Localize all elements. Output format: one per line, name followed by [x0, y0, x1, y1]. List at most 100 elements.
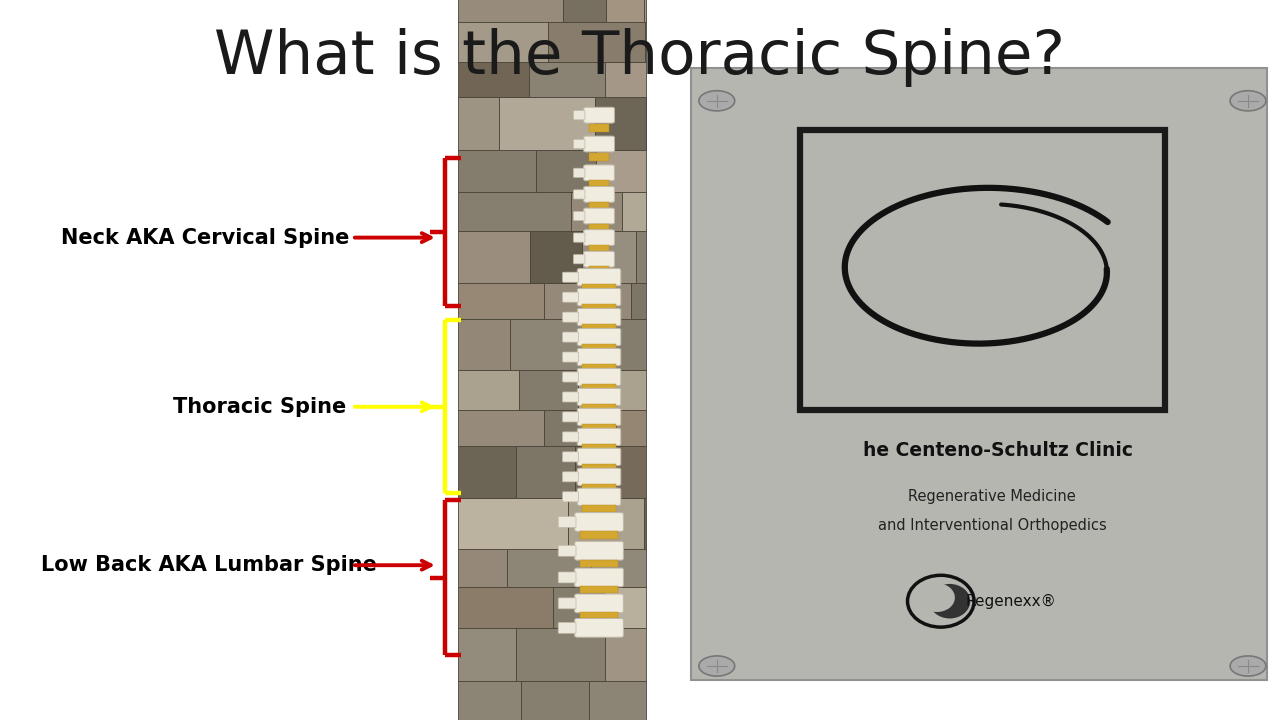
FancyBboxPatch shape: [558, 572, 576, 583]
Bar: [1239, 68, 1267, 680]
Bar: [589, 246, 609, 251]
Circle shape: [699, 91, 735, 111]
Bar: [800, 130, 1165, 410]
Text: Neck AKA Cervical Spine: Neck AKA Cervical Spine: [61, 228, 349, 248]
Bar: [1009, 68, 1037, 680]
Text: Low Back AKA Lumbar Spine: Low Back AKA Lumbar Spine: [41, 555, 376, 575]
FancyBboxPatch shape: [573, 111, 585, 120]
Bar: [575, 446, 646, 498]
Bar: [458, 370, 520, 410]
Bar: [548, 22, 645, 62]
FancyBboxPatch shape: [577, 449, 621, 466]
Bar: [582, 464, 616, 469]
Bar: [582, 364, 616, 370]
Bar: [691, 68, 719, 680]
Bar: [595, 150, 646, 192]
Bar: [582, 404, 616, 410]
Bar: [582, 505, 616, 513]
Bar: [979, 68, 1009, 680]
Bar: [458, 231, 530, 283]
Text: Regenexx®: Regenexx®: [966, 594, 1056, 608]
Text: Regenerative Medicine: Regenerative Medicine: [908, 490, 1076, 504]
Circle shape: [1230, 656, 1266, 676]
Bar: [458, 22, 548, 62]
Bar: [1210, 68, 1239, 680]
FancyBboxPatch shape: [584, 186, 614, 202]
Bar: [591, 549, 646, 588]
Bar: [516, 446, 575, 498]
Bar: [749, 68, 778, 680]
Bar: [582, 444, 616, 450]
FancyBboxPatch shape: [577, 348, 621, 366]
FancyBboxPatch shape: [563, 332, 579, 342]
FancyBboxPatch shape: [563, 372, 579, 382]
Bar: [499, 97, 595, 150]
Bar: [529, 62, 604, 97]
Text: What is the Thoracic Spine?: What is the Thoracic Spine?: [215, 28, 1065, 87]
FancyBboxPatch shape: [577, 408, 621, 426]
Bar: [582, 284, 616, 290]
Bar: [516, 628, 605, 681]
Bar: [605, 628, 646, 681]
Bar: [458, 192, 571, 231]
FancyBboxPatch shape: [584, 165, 614, 181]
Bar: [589, 125, 609, 132]
Bar: [580, 611, 618, 618]
Bar: [582, 424, 616, 430]
Bar: [530, 231, 581, 283]
Bar: [458, 628, 516, 681]
FancyBboxPatch shape: [573, 190, 585, 199]
Bar: [458, 446, 516, 498]
Bar: [580, 586, 618, 593]
Bar: [1094, 68, 1124, 680]
Bar: [691, 68, 1267, 680]
Bar: [1152, 68, 1180, 680]
Bar: [864, 68, 893, 680]
Bar: [458, 681, 521, 720]
Bar: [1181, 68, 1210, 680]
Bar: [511, 319, 607, 370]
Bar: [582, 325, 616, 330]
Bar: [644, 498, 646, 549]
FancyBboxPatch shape: [577, 468, 621, 485]
Bar: [589, 153, 609, 161]
Text: and Interventional Orthopedics: and Interventional Orthopedics: [878, 518, 1106, 533]
FancyBboxPatch shape: [584, 107, 614, 123]
Bar: [544, 283, 631, 319]
Circle shape: [699, 656, 735, 676]
FancyBboxPatch shape: [575, 568, 623, 587]
FancyBboxPatch shape: [575, 618, 623, 637]
Bar: [582, 484, 616, 490]
Bar: [458, 498, 568, 549]
FancyBboxPatch shape: [573, 233, 585, 242]
Bar: [589, 224, 609, 230]
FancyBboxPatch shape: [575, 541, 623, 560]
FancyBboxPatch shape: [563, 292, 579, 302]
Bar: [535, 150, 595, 192]
FancyBboxPatch shape: [577, 488, 621, 505]
FancyBboxPatch shape: [558, 598, 576, 609]
FancyBboxPatch shape: [563, 452, 579, 462]
Bar: [582, 305, 616, 310]
Bar: [595, 97, 646, 150]
Bar: [458, 549, 507, 588]
Bar: [582, 384, 616, 390]
Bar: [568, 498, 644, 549]
FancyBboxPatch shape: [563, 352, 579, 362]
Bar: [604, 62, 646, 97]
FancyBboxPatch shape: [584, 136, 614, 152]
Bar: [836, 68, 864, 680]
Circle shape: [1230, 91, 1266, 111]
Bar: [458, 410, 544, 446]
Bar: [589, 681, 646, 720]
Bar: [458, 588, 553, 628]
FancyBboxPatch shape: [577, 369, 621, 386]
Bar: [458, 319, 511, 370]
FancyBboxPatch shape: [563, 472, 579, 482]
Bar: [521, 681, 589, 720]
Bar: [893, 68, 922, 680]
Bar: [719, 68, 749, 680]
Bar: [458, 0, 563, 22]
FancyBboxPatch shape: [584, 230, 614, 246]
Bar: [580, 531, 618, 539]
